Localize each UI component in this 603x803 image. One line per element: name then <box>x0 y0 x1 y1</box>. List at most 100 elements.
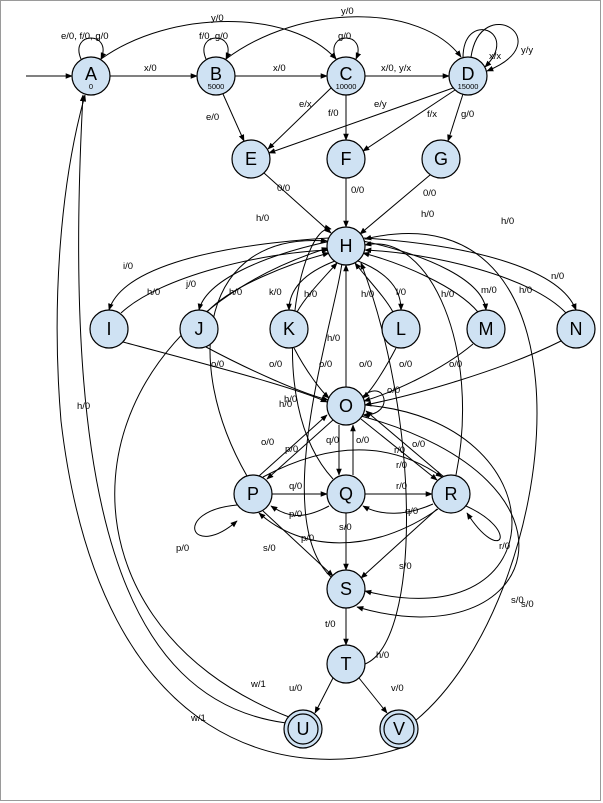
state-circle <box>283 709 323 749</box>
edge-label-a-b: x/0 <box>144 63 157 74</box>
state-label: A <box>85 64 97 84</box>
state-label: P <box>247 484 259 504</box>
edge-c-to-c <box>333 37 362 60</box>
edge-r-to-q <box>362 503 434 514</box>
state-circle <box>326 226 366 266</box>
edge-p-to-p <box>194 504 238 537</box>
edge-label-o-r: r/0 <box>394 445 405 456</box>
edge-label-o-h: h/0 <box>327 333 340 344</box>
state-circle <box>269 309 309 349</box>
state-node-v: V <box>379 709 419 749</box>
edge-label-l-o: o/0 <box>359 359 372 370</box>
edge-d-to-d <box>462 29 498 68</box>
edge-k-to-o <box>293 347 330 399</box>
state-label: G <box>434 149 448 169</box>
edge-label-c-f: f/0 <box>328 108 339 119</box>
edge-c-to-e <box>267 87 332 150</box>
edge-label-q-s: s/0 <box>339 522 352 533</box>
state-label: U <box>297 719 310 739</box>
edge-label-p-p: p/0 <box>176 543 189 554</box>
state-circle <box>326 386 366 426</box>
state-circle <box>556 309 596 349</box>
state-circle <box>196 56 236 96</box>
state-circle <box>379 709 419 749</box>
state-circle <box>326 644 366 684</box>
state-label: C <box>340 64 353 84</box>
edge-label-r-o: o/0 <box>412 439 425 450</box>
edge-m-to-h <box>362 251 479 313</box>
edge-p-to-o <box>258 414 328 477</box>
state-label: K <box>283 319 295 339</box>
state-label: D <box>462 64 475 84</box>
edge-label-t-u: u/0 <box>289 683 302 694</box>
edge-label-f-h: 0/0 <box>351 185 364 196</box>
edge-t-to-u <box>314 677 334 714</box>
edge-label-p-o: o/0 <box>261 437 274 448</box>
edge-r-to-o <box>365 410 445 478</box>
edge-b-to-b <box>203 37 232 60</box>
state-label: F <box>341 149 352 169</box>
edge-r-to-p <box>258 508 439 544</box>
edge-label-a-c: y/0 <box>211 13 224 24</box>
edge-label-i-h: h/0 <box>147 287 160 298</box>
edge-label-s-t: t/0 <box>325 619 336 630</box>
state-node-g: G <box>421 139 461 179</box>
state-label: H <box>340 236 353 256</box>
edge-label-u-a: w/1 <box>250 679 266 690</box>
edge-a-to-a <box>78 37 107 60</box>
state-node-m: M <box>466 309 506 349</box>
edge-label-c-d: x/0, y/x <box>381 63 411 74</box>
edge-label-n-o: o/0 <box>449 359 462 370</box>
edge-b-to-d <box>225 16 462 60</box>
state-label: I <box>106 319 111 339</box>
edge-label-j-h: h/0 <box>229 287 242 298</box>
edge-label-b-e: e/0 <box>206 112 219 123</box>
state-label: M <box>479 319 494 339</box>
edge-l-to-h <box>354 262 394 313</box>
edge-j-to-h <box>206 251 330 313</box>
edge-label-k-h: h/0 <box>304 289 317 300</box>
edge-label-k-o: o/0 <box>319 359 332 370</box>
state-circle <box>231 139 271 179</box>
edge-label-p-r: r/0 <box>396 460 407 471</box>
edge-label-b-d: y/0 <box>341 6 354 17</box>
state-node-j: J <box>179 309 219 349</box>
edge-label-p-s: s/0 <box>263 543 276 554</box>
state-node-f: F <box>326 139 366 179</box>
edge-g-to-h <box>359 174 431 235</box>
edge-label-b-b: f/0, g/0 <box>199 31 228 42</box>
state-label: O <box>339 396 353 416</box>
edge-h-to-m <box>362 240 489 311</box>
edge-h-to-l <box>357 260 404 311</box>
edge-label-q-o: o/0 <box>356 435 369 446</box>
state-circle <box>326 56 366 96</box>
state-node-r: R <box>431 474 471 514</box>
edge-label-h-n: n/0 <box>551 271 564 282</box>
state-node-u: U <box>283 709 323 749</box>
state-label: S <box>340 579 352 599</box>
edge-label-h-i: i/0 <box>123 261 133 272</box>
state-circle <box>431 474 471 514</box>
edge-label-d-d: y/y <box>521 45 533 56</box>
state-node-q: Q <box>326 474 366 514</box>
edge-label-c-c: g/0 <box>338 31 351 42</box>
edge-label-g-h: 0/0 <box>423 188 436 199</box>
edge-u-to-h <box>114 247 329 718</box>
state-label: R <box>445 484 458 504</box>
edge-label-r-h: h/0 <box>421 209 434 220</box>
edge-label-q-h: h/0 <box>284 394 297 405</box>
state-node-l: L <box>381 309 421 349</box>
edge-label-l-h: h/0 <box>361 289 374 300</box>
edge-label-s-h: h/0 <box>256 213 269 224</box>
edge-label-d-g: g/0 <box>461 109 474 120</box>
state-circle <box>326 569 366 609</box>
edge-label-m-h: h/0 <box>441 289 454 300</box>
edge-e-to-h <box>263 172 332 234</box>
edge-d-to-f <box>362 89 456 152</box>
state-circle <box>381 309 421 349</box>
edge-label-h-k: k/0 <box>269 287 282 298</box>
state-node-o: O <box>326 386 366 426</box>
